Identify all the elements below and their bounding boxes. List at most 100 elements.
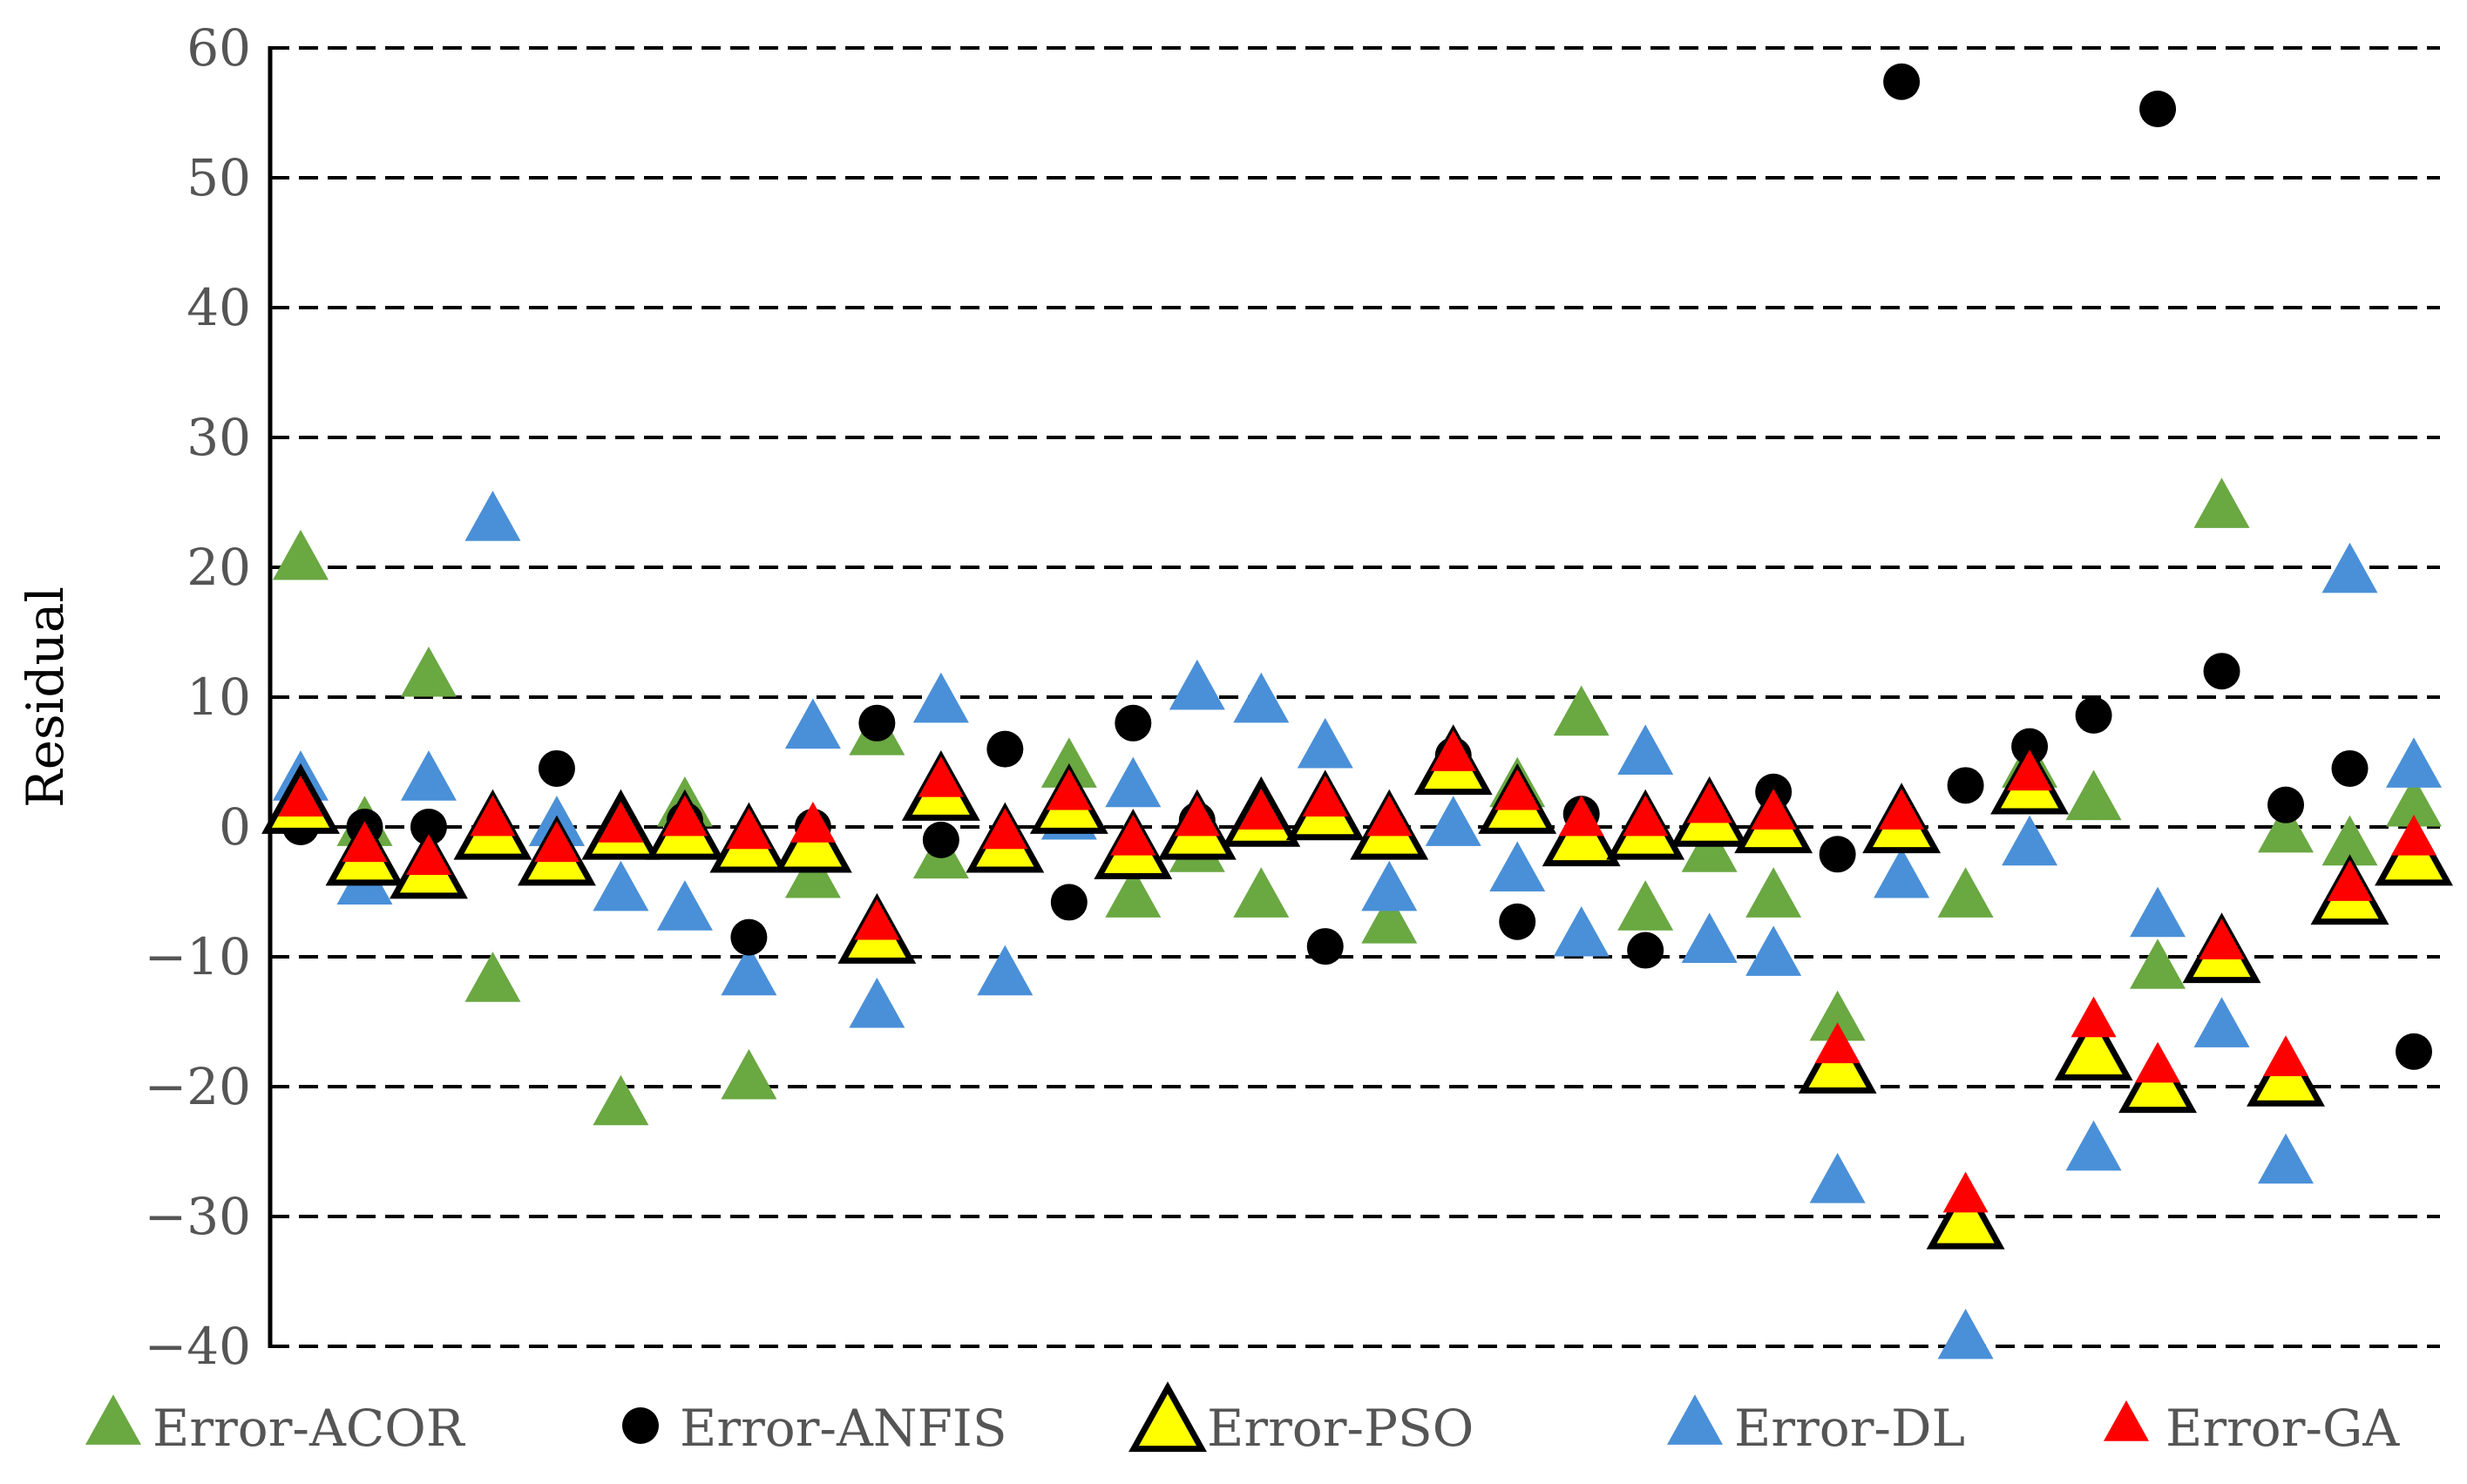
- error-anfis-point: [1306, 928, 1344, 966]
- legend-item-error-dl: Error-DL: [1667, 1394, 1965, 1458]
- error-dl-point: [2065, 1120, 2122, 1171]
- error-dl-point: [1745, 925, 1802, 976]
- error-ga-point: [982, 808, 1028, 850]
- error-acor-point: [400, 646, 457, 697]
- data-points: [261, 63, 2453, 1359]
- error-acor-point: [1361, 893, 1418, 944]
- error-anfis-point: [2267, 786, 2305, 823]
- error-ga-point: [2327, 860, 2373, 901]
- error-anfis-point: [858, 704, 896, 742]
- error-ga-point: [470, 795, 516, 837]
- error-ga-point: [1623, 795, 1669, 837]
- error-dl-point: [1169, 659, 1225, 710]
- series-error-dl: [273, 491, 2442, 1359]
- error-acor-point: [1040, 737, 1097, 788]
- error-ga-point: [1174, 795, 1220, 837]
- y-axis-title: Residual: [16, 586, 75, 808]
- error-dl-point: [2130, 886, 2186, 938]
- error-ga-point: [2071, 996, 2117, 1038]
- error-acor-point: [1105, 867, 1162, 918]
- y-tick-label: 60: [186, 18, 251, 78]
- y-tick-label: 30: [186, 408, 251, 467]
- error-ga-point: [278, 776, 323, 817]
- error-pso-point: [2054, 1010, 2133, 1081]
- error-ga-point: [1110, 814, 1156, 856]
- error-dl-point: [2258, 1133, 2315, 1184]
- error-dl-point: [2321, 542, 2378, 593]
- error-ga-point: [2263, 1035, 2309, 1076]
- error-anfis-point: [2139, 91, 2177, 128]
- error-dl-point: [1297, 717, 1353, 769]
- error-dl-point: [1425, 796, 1481, 846]
- error-dl-point: [2386, 737, 2442, 788]
- error-dl-point: [2002, 815, 2058, 866]
- error-anfis-point: [922, 821, 959, 858]
- error-ga-point: [854, 898, 900, 940]
- error-acor-point: [2130, 939, 2186, 989]
- error-dl-point: [464, 491, 521, 541]
- error-anfis-point: [2075, 696, 2112, 734]
- error-ga-point: [2007, 749, 2053, 791]
- error-ga-point: [1494, 769, 1541, 810]
- y-tick-label: −40: [145, 1317, 251, 1376]
- legend-item-error-pso: Error-PSO: [1128, 1381, 1474, 1458]
- series-error-acor: [273, 478, 2442, 1126]
- y-tick-label: 0: [219, 797, 251, 857]
- legend-marker-error-pso: [1128, 1381, 1207, 1453]
- error-ga-point: [598, 801, 644, 843]
- error-dl-point: [1233, 672, 1290, 723]
- y-tick-label: −10: [145, 927, 251, 986]
- series-error-pso: [261, 724, 2453, 1250]
- error-ga-point: [1558, 795, 1604, 837]
- error-acor-point: [1617, 880, 1674, 931]
- error-anfis-point: [1819, 836, 1856, 873]
- error-acor-point: [721, 1048, 777, 1100]
- error-anfis-point: [1050, 884, 1088, 921]
- error-ga-point: [1302, 776, 1348, 817]
- error-acor-point: [1681, 822, 1738, 872]
- y-tick-label: 10: [186, 667, 251, 727]
- error-ga-point: [790, 801, 836, 843]
- error-ga-point: [918, 756, 964, 797]
- error-acor-point: [1937, 867, 1994, 918]
- error-acor-point: [2193, 478, 2250, 528]
- legend-marker-error-ga: [2104, 1399, 2149, 1441]
- error-acor-point: [464, 952, 521, 1002]
- error-ga-point: [1238, 789, 1284, 830]
- error-dl-point: [1553, 905, 1610, 957]
- error-acor-point: [784, 847, 841, 898]
- error-ga-point: [1751, 789, 1797, 830]
- error-anfis-point: [1627, 932, 1664, 969]
- error-dl-point: [1489, 841, 1546, 892]
- y-tick-label: −30: [145, 1187, 251, 1246]
- gridlines: [270, 46, 2440, 1348]
- error-anfis-point: [1947, 767, 1984, 804]
- error-dl-point: [656, 880, 713, 931]
- error-ga-point: [1366, 795, 1413, 837]
- error-dl-point: [784, 698, 841, 749]
- error-ga-point: [2391, 814, 2437, 856]
- error-anfis-point: [1883, 63, 1921, 100]
- error-dl-point: [1617, 724, 1674, 775]
- error-dl-point: [912, 672, 969, 723]
- legend-marker-error-dl: [1667, 1394, 1723, 1445]
- legend-label: Error-ANFIS: [680, 1399, 1007, 1458]
- legend-item-error-anfis: Error-ANFIS: [622, 1399, 1007, 1458]
- error-dl-point: [1809, 1153, 1866, 1203]
- error-acor-point: [1553, 685, 1610, 736]
- legend-item-error-acor: Error-ACOR: [85, 1394, 466, 1458]
- legend-label: Error-ACOR: [152, 1399, 466, 1458]
- legend-label: Error-DL: [1734, 1399, 1965, 1458]
- y-tick-label: 50: [186, 148, 251, 207]
- legend: Error-ACOR Error-ANFIS Error-PSO Error-DL Er…: [85, 1381, 2400, 1458]
- legend-label: Error-PSO: [1207, 1399, 1474, 1458]
- error-anfis-point: [1499, 903, 1536, 940]
- error-anfis-point: [410, 809, 447, 845]
- error-ga-point: [1686, 782, 1732, 823]
- error-acor-point: [2258, 802, 2315, 853]
- error-dl-point: [593, 860, 649, 911]
- error-ga-point: [405, 834, 451, 876]
- error-dl-point: [1361, 860, 1418, 911]
- legend-item-error-ga: Error-GA: [2104, 1399, 2400, 1458]
